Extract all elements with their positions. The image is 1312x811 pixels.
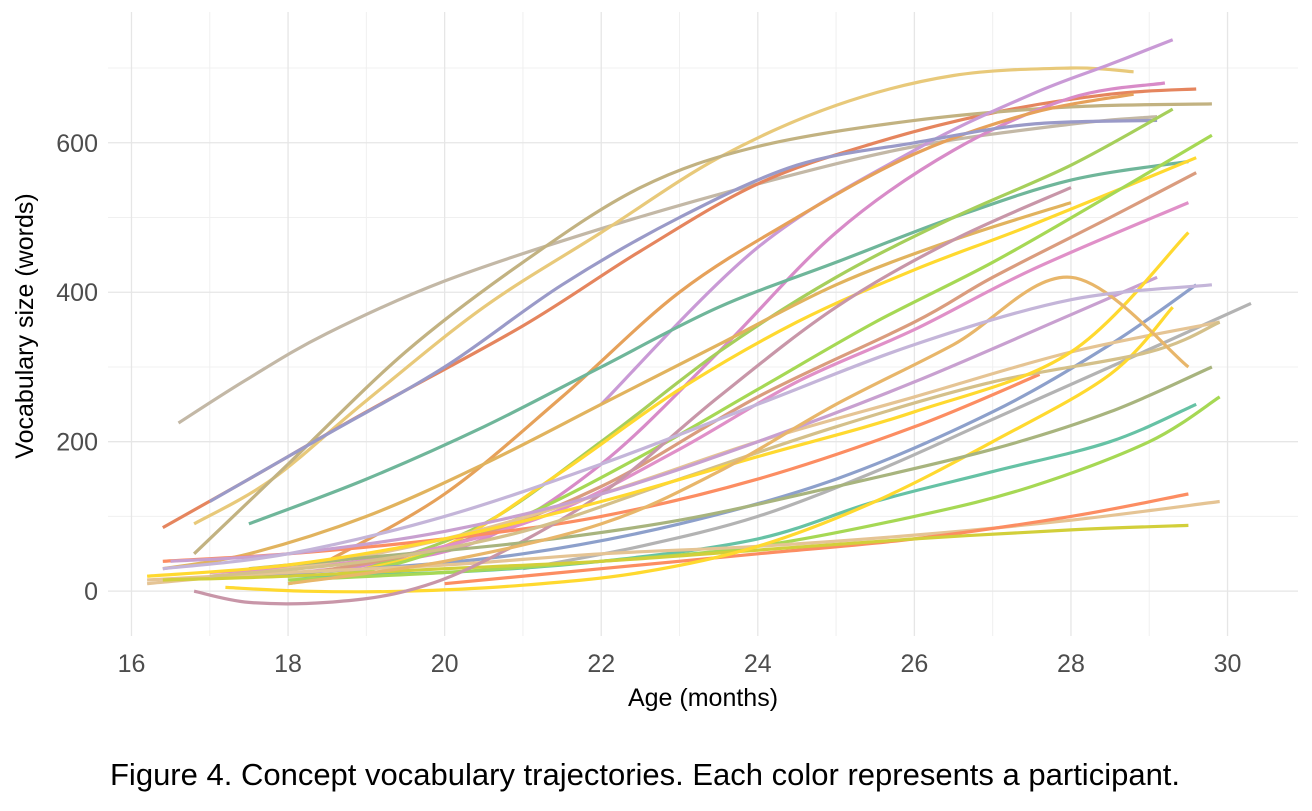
participant-trajectory-line [248,159,1189,526]
y-tick-label: 400 [56,279,98,307]
y-tick-label: 200 [56,429,98,457]
participant-trajectory-line [248,81,1166,578]
participant-trajectory-line [444,492,1189,586]
y-tick-label: 0 [84,578,98,606]
x-tick-label: 22 [587,650,615,678]
participant-trajectory-line [192,102,1212,555]
x-tick-label: 20 [431,650,459,678]
x-tick-label: 30 [1214,650,1242,678]
figure-caption: Figure 4. Concept vocabulary trajectorie… [110,757,1181,792]
participant-trajectory-line [162,201,1072,571]
vocabulary-chart: 16 18 20 22 24 26 28 30 0 200 400 600 Age (months)… [11,12,1298,712]
trajectory-lines [146,38,1252,606]
participant-trajectory-line [248,365,1213,571]
x-axis-title: Age (months) [628,684,778,712]
participant-trajectory-line [522,301,1252,571]
y-tick-label: 600 [56,130,98,158]
x-tick-label: 28 [1057,650,1085,678]
participant-trajectory-line [209,320,1221,578]
x-tick-label: 16 [118,650,146,678]
x-tick-label: 26 [900,650,928,678]
participant-trajectory-line [225,306,1174,594]
x-tick-label: 24 [744,650,772,678]
participant-trajectory-line [209,118,1158,503]
participant-trajectory-line [162,283,1213,571]
participant-trajectory-line [600,38,1174,406]
y-axis-tick-labels: 0 200 400 600 [56,130,98,606]
participant-trajectory-line [147,499,1220,582]
participant-trajectory-line [162,523,1189,582]
participant-trajectory-line [326,92,1134,563]
x-tick-label: 18 [274,650,302,678]
participant-trajectory-line [287,275,1190,586]
y-axis-title: Vocabulary size (words) [11,193,39,458]
x-axis-tick-labels: 16 18 20 22 24 26 28 30 [118,650,1242,678]
participant-trajectory-line [288,395,1221,582]
participant-trajectory-line [170,275,1158,563]
participant-trajectory-line [146,231,1190,578]
